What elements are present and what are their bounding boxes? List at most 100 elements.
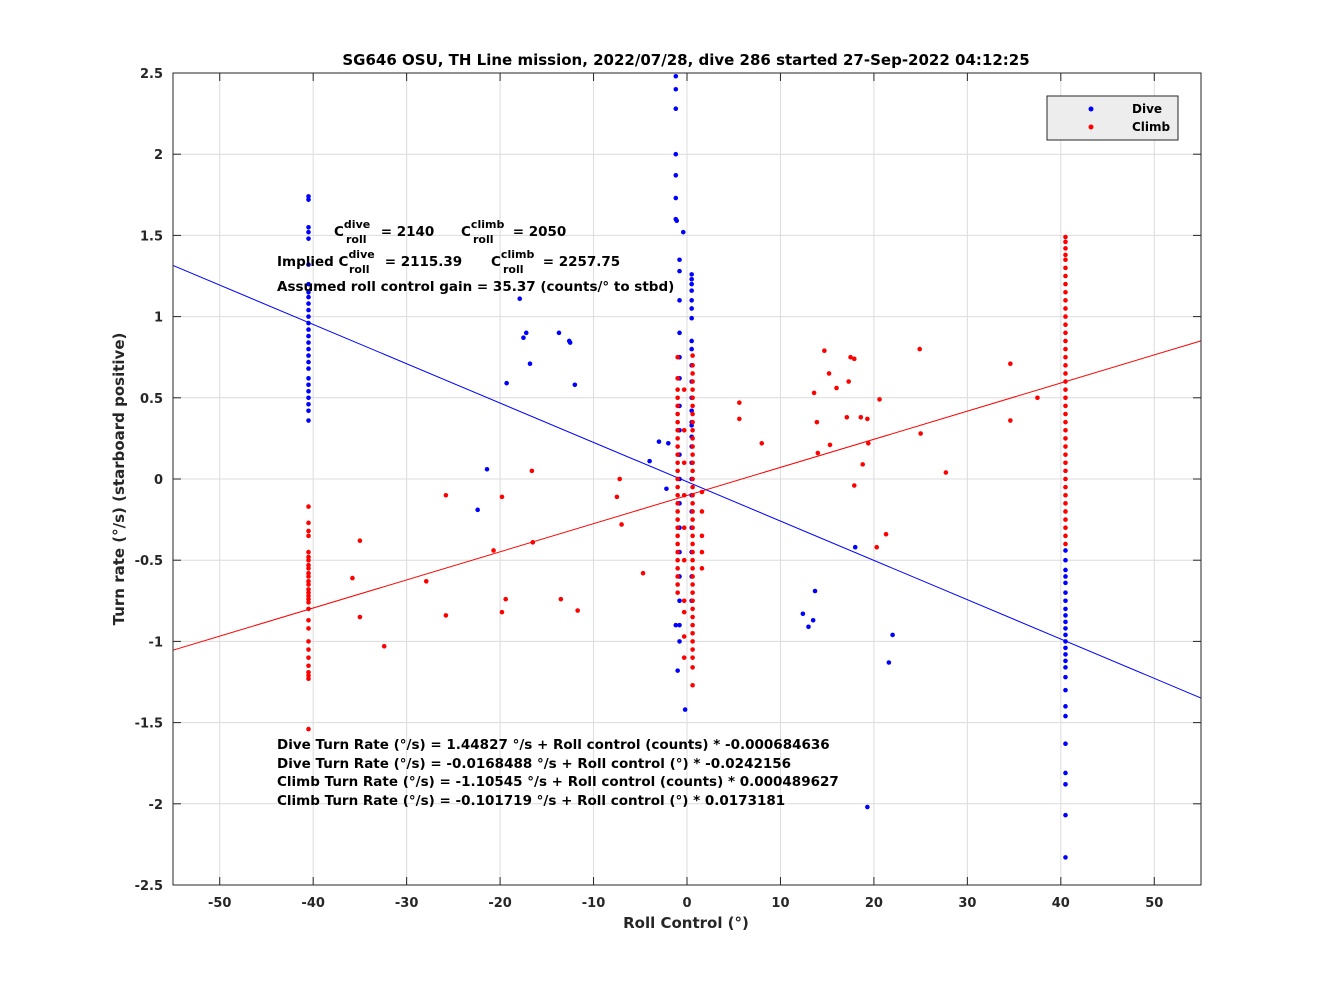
- climb-point: [690, 525, 695, 531]
- climb-point: [499, 494, 505, 500]
- climb-point: [499, 609, 505, 615]
- climb-point: [681, 557, 687, 563]
- dive-point: [1063, 665, 1068, 670]
- dive-point: [677, 268, 682, 274]
- climb-point: [690, 419, 695, 425]
- climb-point: [1063, 452, 1068, 457]
- dive-point: [689, 346, 694, 352]
- climb-point: [681, 634, 687, 639]
- climb-point: [858, 414, 864, 420]
- legend-dive-marker: [1088, 106, 1094, 112]
- dive-point: [306, 382, 311, 388]
- dive-point: [1063, 855, 1068, 860]
- climb-point: [675, 492, 680, 498]
- dive-point: [806, 624, 811, 630]
- climb-point: [1063, 346, 1068, 352]
- climb-point: [675, 403, 680, 409]
- climb-point: [575, 608, 580, 613]
- dive-point: [306, 346, 311, 352]
- roll-gain-annotation: Assumed roll control gain = 35.37 (count…: [277, 279, 674, 295]
- climb-point: [675, 525, 680, 531]
- dive-point: [674, 218, 680, 224]
- y-tick-label: -1: [149, 635, 163, 650]
- dive-point: [306, 366, 311, 371]
- legend-climb-marker: [1088, 124, 1094, 130]
- climb-point: [690, 363, 695, 368]
- dive-point: [810, 617, 816, 623]
- climb-point: [675, 354, 680, 360]
- climb-point: [690, 622, 695, 628]
- climb-point: [865, 416, 870, 422]
- dive-point: [306, 307, 311, 313]
- climb-point: [423, 579, 429, 584]
- climb-point: [815, 450, 821, 456]
- dive-point: [673, 173, 679, 178]
- dive-point: [664, 486, 669, 492]
- y-tick-label: 1: [154, 311, 163, 326]
- dive-point: [306, 327, 311, 332]
- x-tick-label: 0: [682, 896, 691, 911]
- climb-point: [1063, 403, 1068, 409]
- dive-point: [1063, 557, 1068, 563]
- climb-point: [1063, 427, 1068, 433]
- climb-point: [690, 682, 695, 688]
- x-tick-label: 20: [865, 896, 883, 911]
- climb-point: [1063, 234, 1068, 240]
- climb-point: [529, 468, 535, 474]
- dive-point: [1063, 619, 1068, 625]
- climb-point: [306, 617, 311, 623]
- dive-point: [527, 361, 533, 366]
- y-axis-label: Turn rate (°/s) (starboard positive): [110, 333, 128, 626]
- y-tick-label: 2.5: [140, 67, 163, 82]
- dive-point: [666, 440, 671, 446]
- y-tick-label: 0: [154, 473, 163, 488]
- climb-point: [690, 614, 695, 620]
- climb-point: [675, 574, 680, 579]
- y-tick-label: -2.5: [135, 879, 163, 894]
- climb-point: [357, 538, 363, 544]
- climb-point: [1063, 387, 1068, 392]
- climb-point: [1063, 314, 1068, 319]
- x-tick-label: 30: [958, 896, 976, 911]
- dive-point: [673, 86, 679, 92]
- climb-point: [918, 431, 923, 436]
- climb-point: [866, 440, 871, 446]
- dive-point: [306, 401, 311, 407]
- climb-point: [1063, 322, 1068, 328]
- climb-point: [1008, 361, 1013, 366]
- climb-point: [1063, 281, 1068, 287]
- climb-point: [681, 598, 687, 604]
- x-tick-label: -50: [208, 896, 232, 911]
- legend-climb-label: Climb: [1132, 120, 1171, 134]
- climb-point: [306, 593, 311, 599]
- climb-point: [690, 353, 695, 358]
- climb-point: [675, 444, 680, 449]
- climb-point: [883, 531, 889, 537]
- climb-point: [1063, 468, 1068, 474]
- climb-point: [350, 575, 355, 581]
- dive-point: [689, 315, 694, 321]
- dive-point: [1063, 632, 1068, 638]
- climb-point: [943, 470, 949, 475]
- climb-point: [675, 376, 680, 381]
- climb-point: [690, 549, 695, 555]
- dive-point: [673, 622, 679, 628]
- x-axis-label: Roll Control (°): [623, 914, 749, 932]
- climb-point: [690, 541, 695, 547]
- x-tick-label: -40: [301, 896, 325, 911]
- climb-point: [675, 460, 680, 466]
- climb-point: [1063, 484, 1068, 490]
- dive-point: [1063, 652, 1068, 657]
- dive-point: [1063, 713, 1068, 719]
- climb-point: [737, 400, 742, 405]
- climb-point: [1063, 246, 1068, 251]
- y-tick-label: 0.5: [140, 392, 163, 407]
- dive-point: [306, 289, 311, 295]
- climb-point: [1063, 541, 1068, 547]
- climb-point: [690, 379, 695, 384]
- dive-point: [306, 340, 311, 345]
- y-tick-label: -0.5: [135, 554, 163, 569]
- climb-point: [681, 609, 687, 615]
- chart-title: SG646 OSU, TH Line mission, 2022/07/28, …: [342, 51, 1029, 69]
- climb-point: [491, 548, 496, 553]
